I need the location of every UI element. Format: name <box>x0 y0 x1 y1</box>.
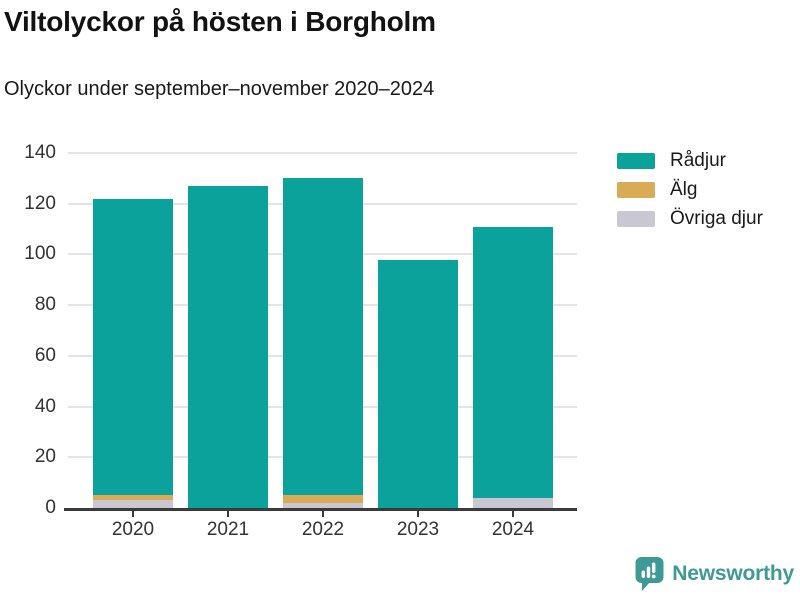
x-tick-label-2020: 2020 <box>111 519 155 540</box>
x-tick-label-2023: 2023 <box>396 519 440 540</box>
bar-2020-alg <box>93 495 173 501</box>
legend-item-ovriga-djur: Övriga djur <box>617 208 763 230</box>
y-tick-label-80: 80 <box>34 294 56 316</box>
y-tick-label-120: 120 <box>24 192 56 214</box>
x-tick-2020 <box>132 511 134 517</box>
x-tick-label-2024: 2024 <box>491 519 535 540</box>
newsworthy-logo-icon <box>635 557 664 591</box>
legend-swatch-radjur <box>617 153 655 169</box>
x-tick-label-2022: 2022 <box>301 519 345 540</box>
x-tick-2022 <box>322 511 324 517</box>
bar-2020-radjur <box>93 198 173 496</box>
plot-area: 2020 2021 2022 2023 2024 <box>64 152 577 540</box>
legend-label-alg: Älg <box>670 179 698 200</box>
brand-footer: Newsworthy <box>635 556 794 592</box>
legend-swatch-alg <box>617 182 655 198</box>
y-tick-label-0: 0 <box>45 497 56 518</box>
legend: Rådjur Älg Övriga djur <box>617 150 763 230</box>
x-tick-2021 <box>227 511 229 517</box>
bar-2023-radjur <box>378 259 458 508</box>
x-tick-2024 <box>512 511 514 517</box>
y-tick-label-60: 60 <box>34 344 56 366</box>
legend-label-radjur: Rådjur <box>670 150 726 171</box>
legend-item-radjur: Rådjur <box>617 150 763 172</box>
bar-2021-radjur <box>188 185 268 508</box>
y-tick-label-20: 20 <box>34 446 56 468</box>
bar-2020-ovriga-djur <box>93 500 173 508</box>
gridline-140 <box>68 152 577 154</box>
bar-2022-ovriga-djur <box>283 502 363 508</box>
brand-name: Newsworthy <box>672 562 794 585</box>
bar-2024-ovriga-djur <box>473 497 553 508</box>
y-axis-labels: 0 20 40 60 80 100 120 140 <box>0 0 56 600</box>
chart-subtitle: Olyckor under september–november 2020–20… <box>4 78 435 100</box>
bar-2022-radjur <box>283 178 363 496</box>
x-tick-label-2021: 2021 <box>206 519 250 540</box>
legend-label-ovriga-djur: Övriga djur <box>670 208 763 229</box>
y-tick-label-140: 140 <box>24 142 56 163</box>
legend-swatch-ovriga-djur <box>617 211 655 227</box>
chart-title: Viltolyckor på hösten i Borgholm <box>4 6 436 37</box>
x-tick-2023 <box>417 511 419 517</box>
bar-2022-alg <box>283 495 363 503</box>
y-tick-label-40: 40 <box>34 395 56 417</box>
legend-item-alg: Älg <box>617 179 763 201</box>
y-tick-label-100: 100 <box>24 243 56 265</box>
bar-2024-radjur <box>473 226 553 498</box>
